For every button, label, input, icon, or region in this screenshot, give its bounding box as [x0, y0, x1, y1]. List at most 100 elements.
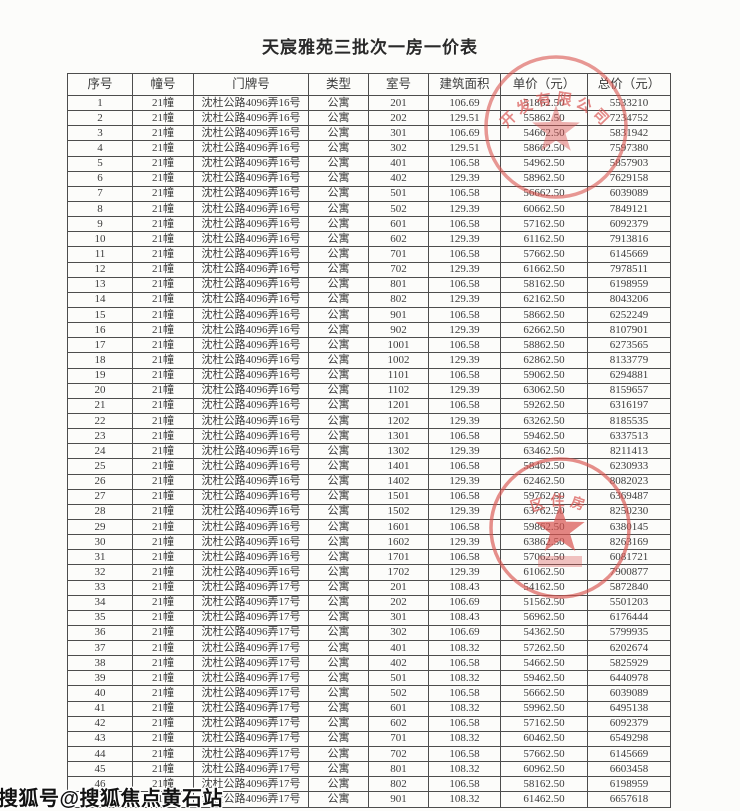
table-cell: 公寓 [308, 185, 369, 202]
table-cell: 2 [67, 110, 133, 127]
table-cell: 106.69 [428, 94, 501, 112]
table-cell: 42 [67, 715, 133, 732]
table-cell: 6294881 [587, 367, 671, 384]
table-cell: 7849121 [587, 200, 671, 218]
table-cell: 129.39 [428, 382, 501, 399]
header-building: 幢号 [132, 73, 194, 96]
table-cell: 57162.50 [500, 216, 588, 233]
table-cell: 21幢 [132, 746, 194, 763]
table-cell: 21幢 [132, 246, 194, 263]
table-cell: 106.58 [428, 488, 501, 505]
table-cell: 公寓 [308, 231, 369, 248]
header-total-price: 总价（元） [587, 73, 671, 96]
table-row: 4 21幢 沈杜公路4096弄16号 公寓 302 129.51 58662.50 75973… [67, 140, 671, 157]
table-row: 45 21幢 沈杜公路4096弄17号 公寓 801 108.32 60962.50 6603… [67, 761, 671, 778]
table-cell: 沈杜公路4096弄16号 [193, 110, 309, 127]
table-cell: 沈杜公路4096弄16号 [193, 549, 309, 566]
table-cell: 1201 [368, 397, 429, 414]
table-cell: 公寓 [308, 246, 369, 263]
table-cell: 108.32 [428, 761, 501, 778]
table-cell: 21幢 [132, 624, 194, 642]
table-cell: 公寓 [308, 443, 369, 460]
table-cell: 6230933 [587, 458, 671, 475]
table-row: 6 21幢 沈杜公路4096弄16号 公寓 402 129.39 58962.50 76291… [67, 170, 671, 187]
table-cell: 公寓 [308, 579, 369, 596]
table-cell: 6603458 [587, 761, 671, 778]
price-table-body: 1 21幢 沈杜公路4096弄16号 公寓 201 106.69 51862.50 55332… [67, 94, 671, 808]
table-cell: 公寓 [308, 200, 369, 218]
table-cell: 21幢 [132, 473, 194, 490]
table-cell: 58662.50 [500, 306, 588, 324]
table-cell: 沈杜公路4096弄17号 [193, 685, 309, 702]
table-cell: 502 [368, 200, 429, 218]
header-address: 门牌号 [193, 73, 309, 96]
table-cell: 40 [67, 685, 133, 702]
table-row: 32 21幢 沈杜公路4096弄16号 公寓 1702 129.39 61062.50 790… [67, 564, 671, 581]
table-cell: 21幢 [132, 594, 194, 611]
table-cell: 59862.50 [500, 518, 588, 536]
table-cell: 201 [368, 579, 429, 596]
table-cell: 106.58 [428, 155, 501, 172]
table-cell: 6039089 [587, 185, 671, 202]
table-cell: 1502 [368, 503, 429, 520]
table-cell: 公寓 [308, 140, 369, 157]
table-cell: 129.39 [428, 322, 501, 339]
table-cell: 公寓 [308, 367, 369, 384]
table-cell: 106.69 [428, 624, 501, 642]
table-cell: 57662.50 [500, 746, 588, 763]
table-cell: 6092379 [587, 715, 671, 732]
table-cell: 公寓 [308, 700, 369, 717]
table-cell: 33 [67, 579, 133, 596]
table-row: 42 21幢 沈杜公路4096弄17号 公寓 602 106.58 57162.50 6092… [67, 715, 671, 732]
table-cell: 沈杜公路4096弄16号 [193, 322, 309, 339]
table-cell: 106.58 [428, 367, 501, 384]
table-cell: 601 [368, 700, 429, 717]
table-cell: 106.58 [428, 655, 501, 672]
table-row: 44 21幢 沈杜公路4096弄17号 公寓 702 106.58 57662.50 6145… [67, 746, 671, 763]
table-cell: 7978511 [587, 261, 671, 278]
table-cell: 公寓 [308, 155, 369, 172]
table-cell: 公寓 [308, 518, 369, 536]
table-cell: 63462.50 [500, 443, 588, 460]
table-cell: 沈杜公路4096弄17号 [193, 715, 309, 732]
table-cell: 51862.50 [500, 94, 588, 112]
table-cell: 62162.50 [500, 291, 588, 308]
table-cell: 21幢 [132, 170, 194, 187]
table-cell: 7234752 [587, 110, 671, 127]
table-cell: 公寓 [308, 685, 369, 702]
table-row: 3 21幢 沈杜公路4096弄16号 公寓 301 106.69 54662.50 58319… [67, 125, 671, 142]
table-cell: 501 [368, 185, 429, 202]
table-cell: 61662.50 [500, 261, 588, 278]
table-cell: 58462.50 [500, 458, 588, 475]
table-cell: 106.58 [428, 549, 501, 566]
table-cell: 36 [67, 624, 133, 642]
table-cell: 6 [67, 170, 133, 187]
table-cell: 6176444 [587, 609, 671, 626]
table-cell: 61062.50 [500, 564, 588, 581]
table-cell: 7597380 [587, 140, 671, 157]
table-cell: 34 [67, 594, 133, 611]
table-cell: 17 [67, 337, 133, 354]
table-cell: 12 [67, 261, 133, 278]
table-cell: 1601 [368, 518, 429, 536]
table-cell: 901 [368, 791, 429, 808]
table-cell: 129.51 [428, 140, 501, 157]
header-area: 建筑面积 [428, 73, 501, 96]
table-cell: 沈杜公路4096弄16号 [193, 488, 309, 505]
table-cell: 沈杜公路4096弄16号 [193, 518, 309, 536]
table-row: 23 21幢 沈杜公路4096弄16号 公寓 1301 106.58 59462.50 633… [67, 428, 671, 445]
table-cell: 21幢 [132, 549, 194, 566]
table-cell: 6495138 [587, 700, 671, 717]
table-cell: 公寓 [308, 337, 369, 354]
table-cell: 106.58 [428, 306, 501, 324]
table-cell: 沈杜公路4096弄16号 [193, 306, 309, 324]
table-cell: 129.39 [428, 412, 501, 430]
table-cell: 21幢 [132, 185, 194, 202]
table-cell: 58162.50 [500, 276, 588, 293]
table-cell: 沈杜公路4096弄16号 [193, 200, 309, 218]
table-cell: 6202674 [587, 640, 671, 657]
table-cell: 59062.50 [500, 367, 588, 384]
table-cell: 公寓 [308, 791, 369, 808]
table-cell: 21幢 [132, 443, 194, 460]
table-cell: 301 [368, 125, 429, 142]
